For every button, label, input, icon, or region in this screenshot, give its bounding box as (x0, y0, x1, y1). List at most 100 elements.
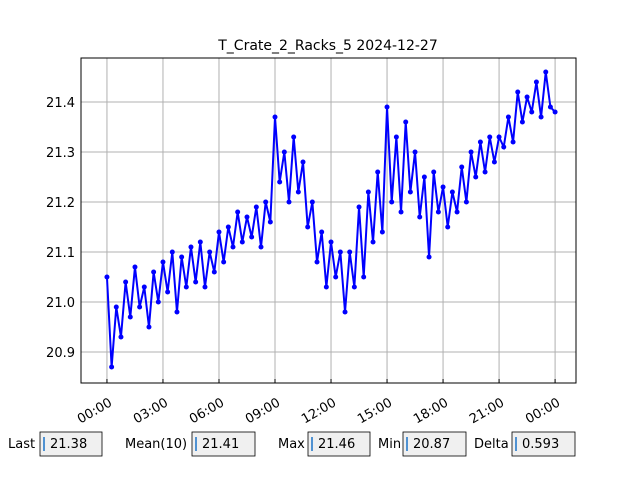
stat-label: Last (8, 437, 35, 452)
data-point (141, 284, 147, 290)
data-point (431, 169, 437, 175)
stat-label: Mean(10) (125, 437, 187, 452)
data-point (398, 209, 404, 215)
data-point (412, 149, 418, 155)
data-point (309, 199, 315, 205)
data-point (151, 269, 157, 275)
data-point (468, 149, 474, 155)
x-tick-label: 06:00 (187, 395, 227, 427)
data-point (113, 304, 119, 310)
stat-label: Max (278, 437, 305, 452)
data-point (263, 199, 269, 205)
data-point (295, 189, 301, 195)
data-point (547, 104, 553, 110)
data-point (216, 229, 222, 235)
data-point (379, 229, 385, 235)
data-point (524, 94, 530, 100)
data-point (272, 114, 278, 120)
data-point (235, 209, 241, 215)
y-tick-label: 21.0 (46, 296, 75, 311)
data-point (491, 159, 497, 165)
data-point (183, 284, 189, 290)
data-point (146, 324, 152, 330)
data-point (211, 269, 217, 275)
stat-box (307, 431, 371, 457)
data-point (351, 284, 357, 290)
data-point (207, 249, 213, 255)
data-point (286, 199, 292, 205)
data-point (160, 259, 166, 265)
data-point (333, 274, 339, 280)
data-point (249, 234, 255, 240)
data-point (323, 284, 329, 290)
data-point (393, 134, 399, 140)
data-point (123, 279, 129, 285)
data-point (193, 279, 199, 285)
data-point (421, 174, 427, 180)
stat-label: Delta (474, 437, 509, 452)
data-point (365, 189, 371, 195)
stat-value: 21.46 (318, 437, 355, 452)
data-point (165, 289, 171, 295)
data-point (104, 274, 110, 280)
plot-frame (80, 57, 577, 384)
data-point (155, 299, 161, 305)
data-point (487, 134, 493, 140)
stat-box (191, 431, 256, 457)
data-point (403, 119, 409, 125)
data-point (202, 284, 208, 290)
data-point (435, 209, 441, 215)
stat-value: 0.593 (522, 437, 559, 452)
data-point (347, 249, 353, 255)
y-tick-label: 21.2 (46, 196, 75, 211)
data-point (281, 149, 287, 155)
data-point (337, 249, 343, 255)
data-point (258, 244, 264, 250)
data-point (519, 119, 525, 125)
data-point (328, 239, 334, 245)
data-point (174, 309, 180, 315)
data-point (179, 254, 185, 260)
y-tick-label: 20.9 (46, 346, 75, 361)
data-point (426, 254, 432, 260)
data-point (137, 304, 143, 310)
x-tick-label: 09:00 (243, 395, 283, 427)
data-point (515, 89, 521, 95)
stat-value: 21.38 (50, 437, 87, 452)
data-point (356, 204, 362, 210)
data-point (389, 199, 395, 205)
chart-title: T_Crate_2_Racks_5 2024-12-27 (217, 38, 438, 54)
data-point (505, 114, 511, 120)
data-point (463, 199, 469, 205)
data-point (188, 244, 194, 250)
data-point (501, 144, 507, 150)
data-point (384, 104, 390, 110)
data-point (225, 224, 231, 230)
data-point (361, 274, 367, 280)
data-point (533, 79, 539, 85)
data-point (449, 189, 455, 195)
data-point (440, 184, 446, 190)
x-tick-label: 15:00 (355, 395, 395, 427)
stat-box (402, 431, 467, 457)
stat-box (511, 431, 576, 457)
y-tick-label: 21.4 (46, 96, 75, 111)
data-point (473, 174, 479, 180)
data-point (445, 224, 451, 230)
x-tick-label: 18:00 (411, 395, 451, 427)
data-point (543, 69, 549, 75)
data-point (375, 169, 381, 175)
data-point (496, 134, 502, 140)
data-point (230, 244, 236, 250)
data-point (477, 139, 483, 145)
data-point (417, 214, 423, 220)
x-tick-label: 00:00 (523, 395, 563, 427)
stat-box (39, 431, 103, 457)
data-point (319, 229, 325, 235)
data-point (510, 139, 516, 145)
data-point (239, 239, 245, 245)
stat-value: 21.41 (202, 437, 239, 452)
data-point (407, 189, 413, 195)
data-point (370, 239, 376, 245)
